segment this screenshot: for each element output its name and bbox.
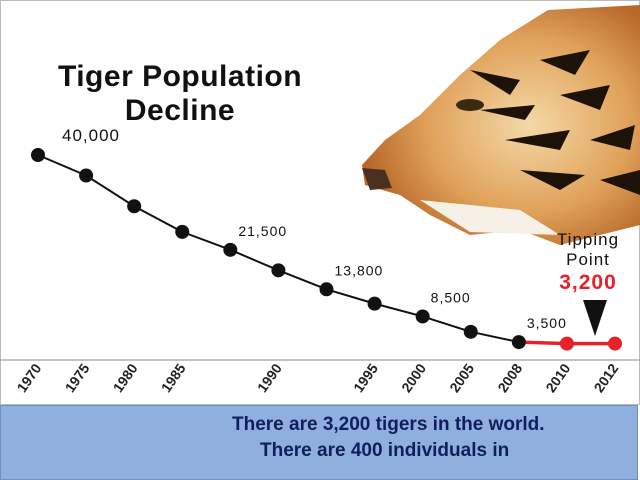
line-segment	[181, 230, 231, 251]
line-segment	[422, 315, 472, 333]
paragraph: There are 3,200 tigers in the world.	[232, 414, 545, 435]
x-tick-label: 1980	[110, 360, 141, 395]
line-segment	[518, 340, 567, 346]
x-tick-label: 1975	[62, 360, 93, 395]
point	[463, 324, 478, 339]
value-label: 13,800	[335, 262, 384, 278]
point	[319, 282, 334, 297]
line-segment	[326, 288, 375, 305]
x-tick-label: 1985	[158, 360, 189, 395]
x-tick-label: 2000	[398, 360, 429, 395]
x-tick-label: 2012	[590, 360, 621, 395]
point	[608, 336, 622, 351]
chart-title: Tiger Population Decline	[57, 60, 303, 127]
line-segment	[229, 248, 279, 272]
annotation: Tipping Point	[556, 230, 620, 269]
value-label: 3,200	[559, 271, 617, 294]
point	[175, 224, 190, 239]
tiger-image	[362, 5, 640, 245]
line-segment	[278, 269, 327, 291]
x-tick-label: 2010	[542, 360, 573, 395]
value-label: 40,000	[62, 126, 120, 145]
point	[271, 263, 286, 278]
text-box: There are 3,200 tigers in the world. The…	[0, 405, 638, 480]
x-tick-label: 1990	[254, 360, 285, 395]
paragraph: There are 400 individuals in	[260, 440, 510, 461]
arrow	[583, 300, 607, 336]
chart: 40,000 21,500 13,800 8,500 3,500 3,200 1970 197…	[0, 0, 640, 405]
line-segment	[133, 205, 183, 233]
point	[79, 168, 94, 183]
point	[223, 242, 238, 257]
point	[31, 148, 45, 162]
point	[367, 296, 382, 311]
x-tick-label: 1970	[13, 360, 44, 395]
line-segment	[85, 174, 135, 208]
point	[127, 199, 142, 214]
point	[559, 336, 574, 351]
line-segment	[374, 302, 423, 318]
point	[511, 335, 526, 350]
x-tick-label: 1995	[350, 360, 381, 395]
value-label: 21,500	[238, 223, 287, 239]
line-segment	[37, 154, 87, 177]
point	[415, 309, 430, 324]
value-label: 8,500	[431, 289, 471, 305]
value-label: 3,500	[527, 315, 567, 331]
line-segment	[470, 330, 520, 344]
x-tick-label: 2005	[446, 360, 477, 395]
x-tick-label: 2008	[494, 360, 525, 395]
